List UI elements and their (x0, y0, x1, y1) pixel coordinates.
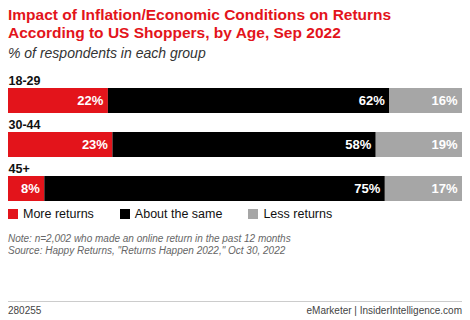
svg-text:22%: 22% (77, 93, 103, 108)
svg-text:58%: 58% (345, 137, 371, 152)
html-text:Less returns: Less returns (263, 207, 333, 221)
html-text:Source: Happy Returns, "Return: Source: Happy Returns, "Returns Happen 2… (8, 245, 286, 256)
svg-text:8%: 8% (21, 181, 40, 196)
svg-text:17%: 17% (431, 181, 457, 196)
html-text:More returns: More returns (23, 207, 94, 221)
svg-text:30-44: 30-44 (9, 118, 41, 132)
svg-text:75%: 75% (354, 181, 380, 196)
svg-text:18-29: 18-29 (9, 74, 41, 88)
html-text:Note: n=2,002 who made an onli: Note: n=2,002 who made an online return … (8, 233, 291, 244)
html-text:% of respondents in each group: % of respondents in each group (8, 45, 206, 61)
svg-text:23%: 23% (82, 137, 108, 152)
html-text:About the same: About the same (134, 207, 223, 221)
html-text:eMarketer | InsiderIntelligenc: eMarketer | InsiderIntelligence.com (306, 305, 462, 316)
svg-text:62%: 62% (359, 93, 385, 108)
svg-text:19%: 19% (431, 137, 457, 152)
svg-text:45+: 45+ (9, 162, 30, 176)
html-text:280255: 280255 (8, 305, 42, 316)
html-text:Impact of Inflation/Economic C: Impact of Inflation/Economic Conditions … (8, 6, 392, 41)
svg-text:16%: 16% (431, 93, 457, 108)
